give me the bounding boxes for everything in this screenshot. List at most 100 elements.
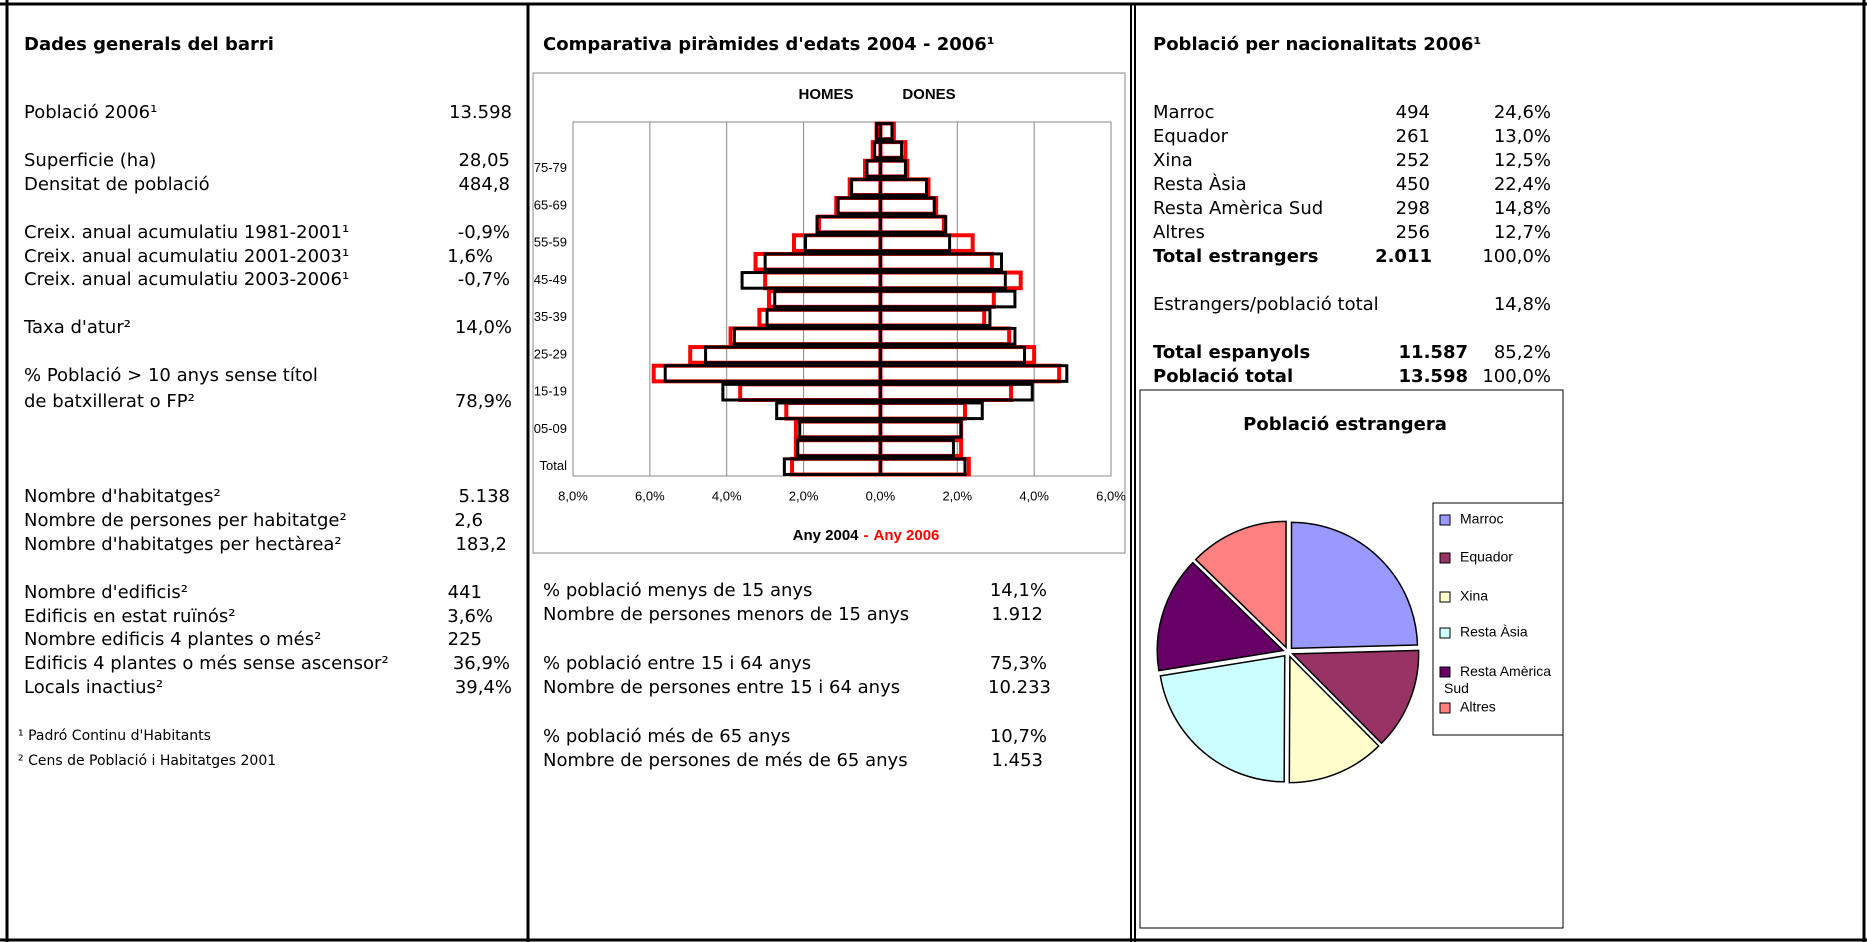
- row-label: Creix. anual acumulatiu 1981-2001¹: [24, 222, 349, 243]
- row-value: 225: [448, 629, 482, 650]
- x-tick-label: 4,0%: [1019, 488, 1049, 503]
- total-percent: 100,0%: [1482, 366, 1551, 387]
- row-label: Creix. anual acumulatiu 2001-2003¹: [24, 246, 349, 267]
- legend-line: Sud: [1444, 680, 1469, 696]
- side-label: DONES: [902, 86, 955, 103]
- row-value: 28,05: [458, 150, 510, 171]
- side-label: HOMES: [798, 86, 853, 103]
- panel-title: Població per nacionalitats 2006¹: [1153, 34, 1481, 55]
- pie-slice: [1290, 521, 1419, 650]
- row-value: 75,3%: [990, 653, 1047, 674]
- x-tick-label: 6,0%: [1096, 488, 1126, 503]
- count: 298: [1396, 198, 1430, 219]
- count: 450: [1396, 174, 1430, 195]
- legend-entry: Resta Amèrica Sud: [1444, 663, 1555, 696]
- bar: [878, 271, 1007, 290]
- row-label: % població entre 15 i 64 anys: [543, 653, 811, 674]
- bar: [878, 215, 948, 234]
- row-value: 484,8: [458, 174, 510, 195]
- row-label: Nombre de persones menors de 15 anys: [543, 604, 909, 625]
- y-tick-label: Total: [540, 458, 568, 473]
- row-label: % població menys de 15 anys: [543, 580, 812, 601]
- count: 256: [1396, 222, 1430, 243]
- legend-entry: Resta Àsia: [1460, 624, 1528, 640]
- row-label: Edificis 4 plantes o més sense ascensor²: [24, 653, 389, 674]
- legend-box: [1432, 502, 1564, 736]
- row-value: 78,9%: [455, 391, 512, 412]
- row-label: Nombre de persones de més de 65 anys: [543, 750, 908, 771]
- row-value: 3,6%: [447, 606, 493, 627]
- legend: Any 2004- Any 2006: [793, 527, 940, 544]
- nationality: Altres: [1153, 222, 1205, 243]
- row-label: Nombre d'habitatges²: [24, 486, 221, 507]
- footnote: ¹ Padró Continu d'Habitants: [18, 728, 211, 744]
- row-value: 1,6%: [447, 246, 493, 267]
- row-label: % població més de 65 anys: [543, 726, 790, 747]
- legend-entry: Any 2006: [874, 527, 940, 544]
- legend-swatch: [1439, 552, 1451, 564]
- row-value: 183,2: [455, 534, 507, 555]
- percent: 14,8%: [1494, 198, 1551, 219]
- total-label: Total estrangers: [1153, 246, 1319, 267]
- row-label: Edificis en estat ruïnós²: [24, 606, 235, 627]
- nationality: Resta Amèrica Sud: [1153, 198, 1323, 219]
- legend-swatch: [1439, 627, 1451, 639]
- pyramid-box: [532, 72, 1126, 554]
- row-label: Nombre de persones per habitatge²: [24, 510, 347, 531]
- legend-swatch: [1439, 666, 1451, 678]
- x-tick-label: 2,0%: [789, 488, 819, 503]
- row-label: Creix. anual acumulatiu 2003-2006¹: [24, 269, 349, 290]
- bar: [878, 457, 967, 477]
- row-value: 13.598: [449, 102, 512, 123]
- bar: [878, 326, 1017, 346]
- total-count: 13.598: [1399, 366, 1468, 387]
- count: 494: [1396, 102, 1430, 123]
- pie-slice: [1159, 654, 1286, 783]
- x-tick-label: 0,0%: [866, 488, 896, 503]
- bar: [878, 401, 984, 421]
- bar: [878, 438, 955, 458]
- ratio-label: Estrangers/població total: [1153, 294, 1379, 315]
- bar: [878, 140, 904, 160]
- row-value: 1.912: [991, 604, 1043, 625]
- row-label: Nombre edificis 4 plantes o més²: [24, 629, 321, 650]
- bar: [878, 382, 1034, 402]
- bar: [878, 121, 894, 141]
- x-tick-label: 8,0%: [558, 488, 588, 503]
- x-tick-label: 4,0%: [712, 488, 742, 503]
- y-tick-label: 25-29: [534, 346, 567, 361]
- row-value: 441: [448, 582, 482, 603]
- total-count: 2.011: [1375, 246, 1432, 267]
- y-tick-label: 35-39: [534, 309, 567, 324]
- pie-slice: [1290, 649, 1420, 745]
- row-value: 36,9%: [453, 653, 510, 674]
- total-count: 11.587: [1399, 342, 1468, 363]
- count: 252: [1396, 150, 1430, 171]
- row-label: de batxillerat o FP²: [24, 391, 195, 412]
- row-label: Nombre de persones entre 15 i 64 anys: [543, 677, 900, 698]
- y-tick-label: 45-49: [534, 272, 567, 287]
- footnote: ² Cens de Població i Habitatges 2001: [18, 753, 276, 769]
- row-value: 14,1%: [990, 580, 1047, 601]
- total-percent: 85,2%: [1494, 342, 1551, 363]
- row-label: Nombre d'habitatges per hectàrea²: [24, 534, 342, 555]
- row-value: 1.453: [991, 750, 1043, 771]
- legend-swatch: [1439, 591, 1451, 603]
- y-tick-label: 05-09: [534, 421, 567, 436]
- legend-entry: Altres: [1460, 699, 1496, 715]
- legend-swatch: [1439, 514, 1451, 526]
- row-value: -0,7%: [458, 269, 510, 290]
- row-label: Taxa d'atur²: [23, 317, 131, 338]
- percent: 12,7%: [1494, 222, 1551, 243]
- row-label: Població 2006¹: [24, 102, 157, 123]
- row-label: Locals inactius²: [24, 677, 163, 698]
- row-label: % Població > 10 anys sense títol: [24, 365, 318, 386]
- panel-title: Dades generals del barri: [24, 34, 274, 55]
- bar: [878, 196, 936, 216]
- legend-separator: -: [864, 527, 869, 544]
- row-value: 10.233: [988, 677, 1051, 698]
- percent: 13,0%: [1494, 126, 1551, 147]
- bar: [878, 177, 929, 197]
- y-tick-label: 55-59: [534, 235, 567, 250]
- row-value: 39,4%: [455, 677, 512, 698]
